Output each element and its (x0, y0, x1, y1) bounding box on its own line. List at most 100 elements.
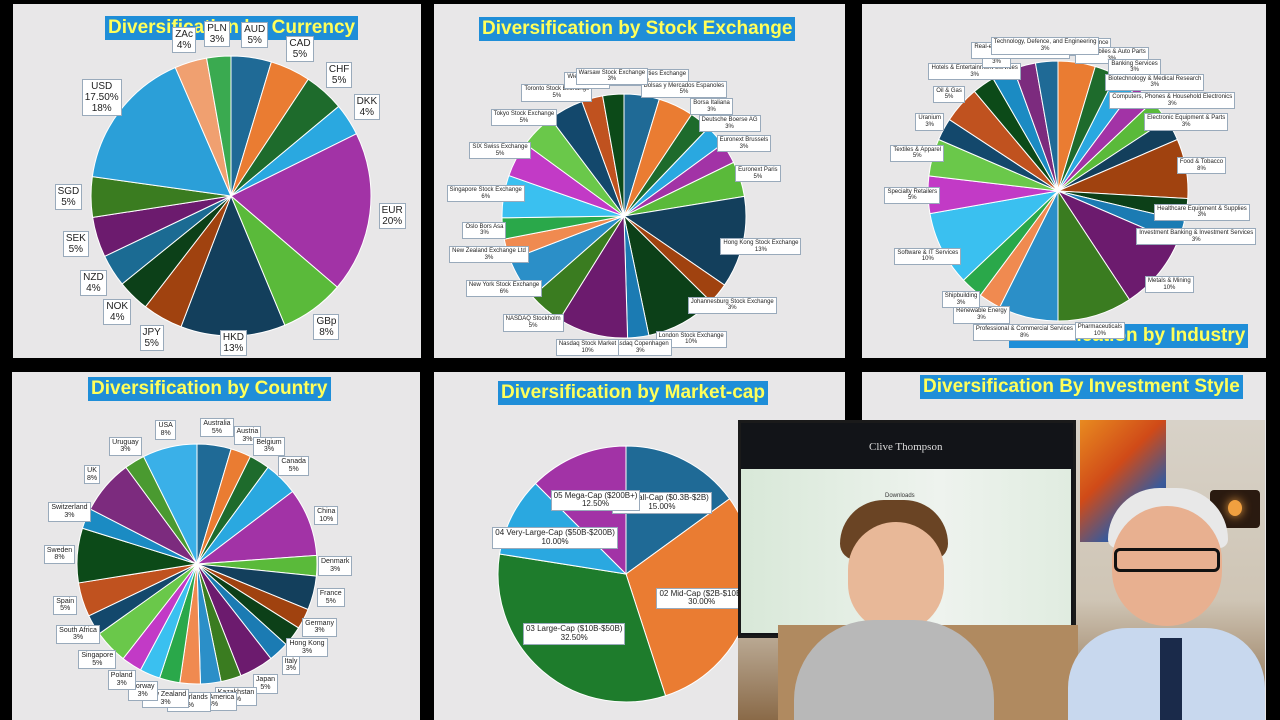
slice-value: 3% (285, 665, 296, 673)
pie-data-label: Euronext Brussels 3% (716, 134, 772, 153)
man-glasses (1114, 548, 1220, 572)
slice-value: 3% (301, 647, 313, 655)
pie-data-label: GBp 8% (313, 314, 340, 341)
chart-title: Diversification by Stock Exchange (479, 17, 796, 41)
chart-panel-market-cap: Diversification by Market-cap 01 Small-C… (434, 372, 845, 720)
slice-label: Poland (110, 672, 133, 680)
slice-label: Toronto Stock Exchange (524, 86, 590, 93)
slice-value: 3% (330, 566, 341, 574)
pie-data-label: Denmark 3% (317, 556, 353, 576)
pie-data-label: Electronic Equipment & Parts 3% (1144, 113, 1229, 131)
currency-pie-chart (90, 55, 372, 337)
pie-data-label: NZD 4% (80, 269, 107, 296)
pie-data-label: CHF 5% (325, 62, 353, 89)
country-pie-chart (76, 443, 318, 685)
pie-data-label: Uruguay 3% (109, 436, 142, 457)
pie-data-label: Germany 3% (302, 617, 337, 638)
slice-value: 3% (1130, 67, 1139, 74)
slice-label: Biotechnology & Medical Research (1108, 75, 1202, 82)
slice-value: 5% (288, 465, 299, 473)
slice-label: USA (158, 422, 173, 430)
slice-value: 8% (86, 474, 98, 482)
pie-slice-usa (142, 443, 198, 565)
pie-data-label: SGD 5% (54, 184, 83, 211)
slice-value: 3% (925, 121, 934, 128)
slice-value: 3% (120, 446, 131, 454)
slice-value: 5% (144, 337, 159, 349)
slice-value: 5% (331, 75, 347, 87)
slice-value: 3% (1181, 121, 1191, 128)
pie-data-label: PLN 3% (204, 21, 230, 48)
slice-value: 8% (54, 554, 65, 562)
slice-label: Pharmaceuticals (1077, 323, 1123, 330)
slice-value: 3% (484, 254, 494, 261)
pie-slice-technology-defence-and-engineering (1034, 60, 1059, 192)
slice-label: Japan (255, 676, 275, 684)
pie-data-label: UK 8% (83, 464, 101, 485)
slice-label: 05 Mega-Cap ($200B+) (553, 490, 638, 500)
slice-value: 10% (319, 515, 334, 523)
chart-panel-currency: Diversification by Currency AUD 5% CAD 5% CH… (13, 4, 421, 358)
slice-value: 5% (60, 605, 71, 613)
slice-label: Johannesburg Stock Exchange (690, 298, 774, 305)
slice-label: PLN (207, 23, 227, 35)
slice-label: Food & Tobacco (1179, 159, 1224, 166)
pie-data-label: Renewable Energy 3% (953, 306, 1010, 324)
slice-value: 12.50% (581, 499, 610, 509)
chart-panel-stock-exchange: Diversification by Stock Exchange Austra… (434, 4, 845, 358)
chart-title: Diversification by Country (88, 377, 331, 401)
slice-value: 4% (176, 40, 192, 52)
slice-value: 5% (292, 48, 308, 60)
slice-label: Latin America (191, 693, 235, 701)
slice-value: 3% (707, 106, 716, 113)
slice-label: Professional & Commercial Services (975, 326, 1073, 333)
slice-label: Sweden (46, 546, 73, 554)
slice-label: Spain (56, 597, 75, 605)
boy-face (848, 522, 944, 632)
slice-label: NASDAQ Stockholm (505, 316, 561, 323)
slice-label: Germany (305, 619, 334, 627)
slice-label: China (317, 507, 336, 515)
pie-data-label: Switzerland 3% (48, 502, 91, 522)
pie-data-label: Specialty Retailers 5% (884, 186, 941, 204)
slice-value: 3% (607, 76, 617, 83)
slice-label: USD (91, 81, 113, 93)
slice-value: 8% (1197, 165, 1206, 172)
slice-value: 3% (242, 435, 253, 443)
slice-value: 5% (61, 197, 76, 209)
slice-value: 10% (581, 347, 594, 354)
pie-data-label: Uranium 3% (915, 113, 945, 131)
slice-value: 10% (921, 256, 934, 263)
slice-value: 3% (970, 71, 979, 78)
slice-value: 5% (495, 150, 505, 157)
slice-label: Hong Kong Stock Exchange (723, 240, 799, 247)
slice-label: CAD (289, 37, 311, 49)
slice-label: Metals & Mining (1148, 278, 1191, 285)
slice-value: 3% (1197, 212, 1207, 219)
pie-data-label: New Zealand Exchange Ltd 3% (449, 246, 529, 264)
slice-label: GBp (316, 316, 337, 328)
slice-label: New York Stock Exchange (468, 282, 540, 288)
slice-value: 13% (223, 343, 244, 354)
slice-value: 3% (635, 347, 645, 354)
slice-value: 10% (1163, 284, 1176, 291)
slice-label: 03 Large-Cap ($10B-$50B) (525, 624, 623, 634)
pie-data-label: London Stock Exchange 10% (655, 330, 727, 348)
slice-value: 8% (160, 429, 171, 437)
slice-value: 3% (480, 230, 489, 237)
webcam-overlay: Clive Thompson Downloads (738, 420, 1265, 720)
slice-value: 5% (912, 153, 922, 160)
pie-data-label: Technology, Defence, and Engineering 3% (990, 37, 1100, 55)
pie-data-label: China 10% (314, 505, 339, 526)
pie-data-label: Tokyo Stock Exchange 5% (490, 109, 558, 127)
slice-value: 4% (359, 107, 375, 119)
slice-value: 3% (1150, 82, 1160, 89)
slice-label: Singapore (81, 651, 114, 659)
pie-slice-eur (230, 133, 372, 288)
pie-data-label: EUR 20% (378, 203, 406, 230)
slice-label: UK (87, 466, 97, 474)
slice-label: New Zealand Exchange Ltd (452, 248, 526, 255)
slice-value: 3% (209, 34, 225, 46)
pie-data-label: SEK 5% (62, 230, 89, 257)
slice-value: 5% (753, 173, 763, 180)
